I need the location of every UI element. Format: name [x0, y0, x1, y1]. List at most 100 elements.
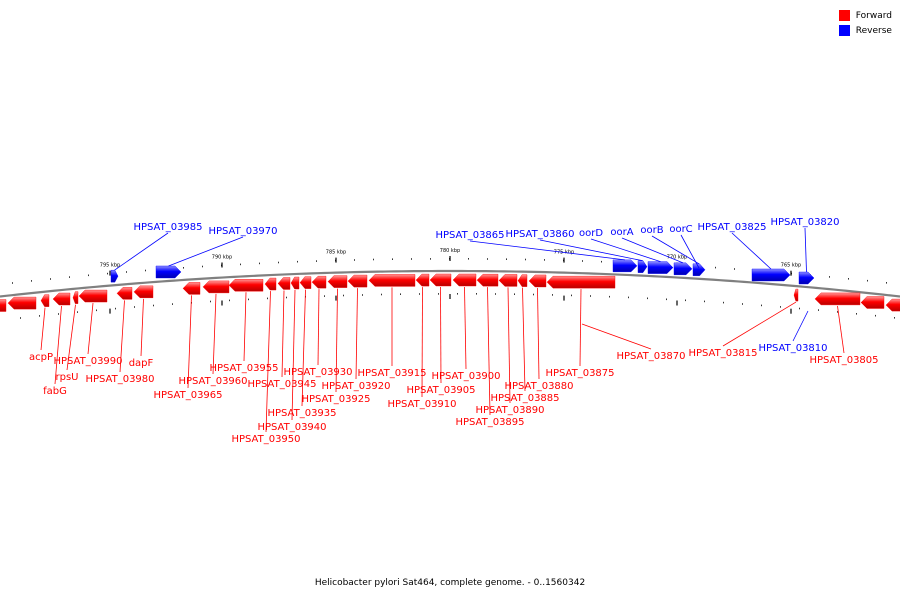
- leader-line: [731, 232, 772, 270]
- gene-label-hpsat-03920: HPSAT_03920: [321, 288, 391, 392]
- gene-label: HPSAT_03820: [770, 217, 839, 228]
- scale-dot: [343, 294, 344, 297]
- scale-dot: [886, 282, 887, 284]
- gene-oorb: [692, 263, 706, 277]
- genome-backbone: [0, 269, 900, 298]
- leader-line: [40, 307, 46, 351]
- leader-line: [621, 237, 684, 264]
- gene-label-oord: oorD: [579, 228, 661, 262]
- gene-label-hpsat-03980: HPSAT_03980: [85, 300, 155, 385]
- leader-line: [651, 235, 700, 265]
- legend-item-reverse: Reverse: [838, 23, 892, 38]
- gene-label-hpsat-03955: HPSAT_03955: [209, 292, 279, 374]
- gene-hpsat-03920: [347, 274, 368, 288]
- gene-label-hpsat-03805: HPSAT_03805: [809, 305, 879, 366]
- scale-dot: [145, 269, 146, 272]
- scale-dot: [495, 293, 496, 295]
- tick-label: 795 kbp: [100, 263, 120, 269]
- leader-line: [579, 289, 582, 367]
- gene-label-hpsat-03970: HPSAT_03970: [168, 226, 278, 267]
- scale-dot: [316, 260, 317, 262]
- scale-dot: [267, 297, 268, 300]
- scale-dot: [533, 293, 534, 296]
- leader-line: [291, 290, 296, 421]
- legend-swatch-reverse: [838, 25, 850, 36]
- scale-dot: [400, 293, 401, 295]
- scale-dot: [601, 260, 602, 263]
- gene-label-hpsat-03870: HPSAT_03870: [581, 323, 686, 362]
- scale-dot: [134, 306, 135, 308]
- gene-hpsat-03905: [429, 273, 452, 287]
- scale-dot: [894, 317, 895, 319]
- scale-dot: [88, 274, 89, 277]
- leader-line: [54, 305, 62, 385]
- legend: Forward Reverse: [838, 8, 892, 38]
- scale-dot: [297, 260, 298, 263]
- gene-forward-unlabeled: [860, 296, 885, 309]
- scale-dot: [571, 294, 572, 297]
- gene-hpsat-03980: [116, 287, 133, 300]
- scale-dot: [829, 276, 830, 278]
- gene-hpsat-03945: [277, 277, 291, 290]
- gene-label-oorb: oorB: [640, 225, 700, 265]
- gene-label-hpsat-03965: HPSAT_03965: [153, 295, 223, 401]
- gene-label: HPSAT_03950: [231, 434, 300, 445]
- gene-label-hpsat-03935: HPSAT_03935: [267, 289, 337, 419]
- leader-line: [212, 293, 217, 375]
- scale-dot: [430, 258, 431, 260]
- scale-dot: [552, 294, 553, 296]
- scale-dot: [419, 293, 420, 295]
- gene-hpsat-03960: [202, 280, 230, 294]
- scale-dot: [468, 258, 469, 260]
- scale-dot: [685, 299, 686, 302]
- scale-dot: [487, 258, 488, 260]
- gene-oora: [673, 262, 693, 276]
- leader-line: [168, 236, 244, 267]
- gene-label: HPSAT_03955: [209, 363, 278, 374]
- leader-line: [469, 240, 626, 261]
- scale-dot: [172, 303, 173, 305]
- scale-dot: [248, 298, 249, 301]
- gene-label: fabG: [43, 386, 67, 397]
- gene-label: HPSAT_03905: [406, 385, 475, 396]
- gene-label-hpsat-03810: HPSAT_03810: [758, 310, 828, 354]
- leader-line: [539, 239, 643, 262]
- gene-label: HPSAT_03925: [301, 394, 370, 405]
- scale-dot: [582, 260, 583, 262]
- gene-label: HPSAT_03915: [357, 368, 426, 379]
- gene-hpsat-03890: [498, 274, 518, 287]
- scale-dot: [837, 311, 838, 313]
- scale-dot: [354, 259, 355, 261]
- gene-forward-unlabeled: [7, 296, 37, 310]
- gene-forward-unlabeled: [885, 298, 900, 312]
- gene-hpsat-03915: [368, 274, 416, 287]
- scale-dot: [818, 309, 819, 311]
- genome-caption: Helicobacter pylori Sat464, complete gen…: [314, 578, 586, 588]
- leader-line: [335, 288, 338, 393]
- gene-hpsat-03935: [299, 276, 312, 289]
- gene-hpsat-03820: [798, 271, 815, 285]
- scale-dot: [58, 313, 59, 315]
- gene-hpsat-03985: [110, 269, 119, 283]
- scale-dot: [666, 298, 667, 301]
- leader-line: [522, 287, 526, 392]
- gene-label: oorB: [640, 225, 663, 236]
- gene-hpsat-03950: [264, 277, 277, 291]
- scale-dot: [848, 278, 849, 280]
- gene-label: HPSAT_03825: [697, 222, 766, 233]
- leader-line: [487, 287, 491, 416]
- gene-hpsat-03815: [793, 288, 799, 302]
- leader-line: [140, 298, 144, 357]
- gene-hpsat-03940: [290, 276, 300, 290]
- gene-label-hpsat-03815: HPSAT_03815: [688, 301, 797, 359]
- gene-label: HPSAT_03805: [809, 355, 878, 366]
- tick-label: 770 kbp: [667, 255, 687, 261]
- scale-dot: [780, 306, 781, 308]
- gene-hpsat-03865: [612, 259, 638, 273]
- leader-line: [837, 305, 845, 354]
- gene-hpsat-03970: [155, 265, 182, 279]
- tick-label: 790 kbp: [212, 255, 232, 261]
- scale-dot: [411, 258, 412, 260]
- scale-dot: [240, 263, 241, 266]
